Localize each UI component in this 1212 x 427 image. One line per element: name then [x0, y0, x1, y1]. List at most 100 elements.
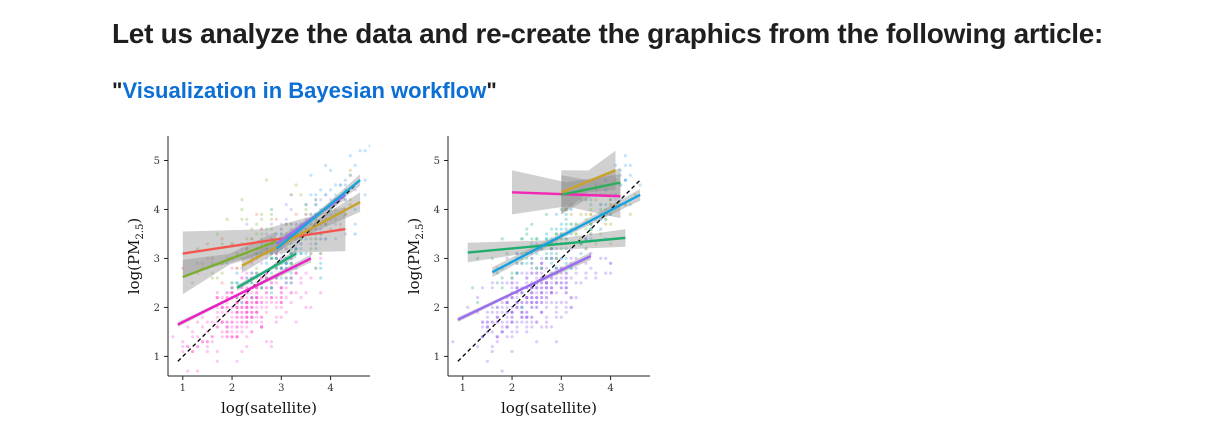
data-point	[343, 212, 347, 216]
data-point	[186, 325, 190, 329]
data-point	[564, 237, 568, 241]
data-point	[480, 320, 485, 324]
data-point	[485, 325, 489, 329]
data-point	[235, 252, 239, 256]
data-point	[314, 227, 318, 231]
data-point	[544, 256, 549, 260]
data-point	[535, 237, 539, 241]
data-point	[279, 252, 283, 256]
data-point	[343, 232, 347, 236]
data-point	[564, 212, 568, 216]
data-point	[191, 330, 195, 334]
data-point	[260, 320, 264, 324]
data-point	[584, 237, 588, 241]
data-point	[245, 310, 249, 314]
data-point	[299, 237, 303, 241]
data-point	[589, 198, 593, 202]
data-point	[510, 320, 514, 324]
data-point	[584, 227, 588, 231]
data-point	[490, 330, 494, 334]
data-point	[569, 203, 573, 207]
y-tick-label: 3	[154, 254, 160, 265]
data-point	[544, 325, 549, 329]
data-point	[210, 261, 214, 265]
data-point	[255, 232, 259, 236]
data-point	[269, 252, 274, 256]
data-point	[220, 296, 224, 300]
article-link[interactable]: Visualization in Bayesian workflow	[122, 78, 487, 103]
x-tick-label: 4	[327, 383, 333, 394]
data-point	[540, 291, 544, 295]
data-point	[215, 296, 219, 300]
data-point	[240, 310, 244, 314]
data-point	[329, 168, 333, 172]
data-point	[554, 266, 558, 270]
point-cloud	[220, 203, 323, 305]
data-point	[609, 198, 613, 202]
data-point	[574, 222, 578, 226]
data-point	[515, 305, 519, 309]
data-point	[314, 203, 318, 207]
data-point	[604, 178, 608, 182]
data-point	[245, 237, 249, 241]
data-point	[299, 252, 303, 256]
data-point	[260, 286, 264, 290]
data-point	[535, 276, 539, 280]
data-point	[294, 247, 298, 251]
data-point	[353, 207, 357, 212]
data-point	[260, 300, 264, 305]
data-point	[604, 207, 608, 212]
data-point	[559, 300, 563, 305]
data-point	[599, 217, 603, 221]
data-point	[279, 232, 283, 236]
data-point	[299, 276, 303, 280]
data-point	[569, 232, 573, 236]
data-point	[604, 271, 608, 275]
data-point	[274, 320, 278, 324]
data-point	[289, 281, 293, 285]
data-point	[225, 305, 229, 309]
data-point	[230, 310, 234, 314]
data-point	[205, 345, 209, 349]
data-point	[200, 261, 205, 265]
data-point	[569, 276, 573, 280]
data-point	[540, 286, 544, 290]
data-point	[520, 305, 524, 309]
data-point	[549, 325, 554, 329]
data-point	[500, 330, 504, 334]
data-point	[559, 281, 563, 285]
data-point	[260, 212, 264, 216]
data-point	[250, 271, 254, 275]
data-point	[564, 271, 568, 275]
data-point	[510, 296, 514, 300]
data-point	[594, 188, 598, 192]
x-tick-label: 2	[509, 383, 515, 394]
data-point	[476, 296, 480, 300]
data-point	[544, 281, 549, 285]
data-point	[324, 193, 328, 197]
data-point	[609, 198, 613, 202]
data-point	[549, 261, 554, 265]
data-point	[250, 330, 254, 334]
data-point	[554, 247, 558, 251]
data-point	[250, 300, 254, 305]
data-point	[471, 286, 475, 290]
data-point	[520, 310, 524, 314]
data-point	[510, 310, 514, 314]
data-point	[599, 203, 603, 207]
data-point	[284, 310, 288, 314]
data-point	[245, 300, 249, 305]
data-point	[549, 256, 554, 260]
data-point	[279, 276, 283, 280]
data-point	[559, 207, 563, 212]
x-tick-label: 3	[558, 383, 564, 394]
data-point	[609, 203, 613, 207]
data-point	[604, 256, 608, 260]
data-point	[559, 286, 563, 290]
data-point	[294, 222, 298, 226]
data-point	[294, 222, 298, 226]
data-point	[250, 291, 254, 295]
data-point	[245, 300, 249, 305]
data-point	[260, 217, 264, 221]
data-point	[520, 310, 524, 314]
